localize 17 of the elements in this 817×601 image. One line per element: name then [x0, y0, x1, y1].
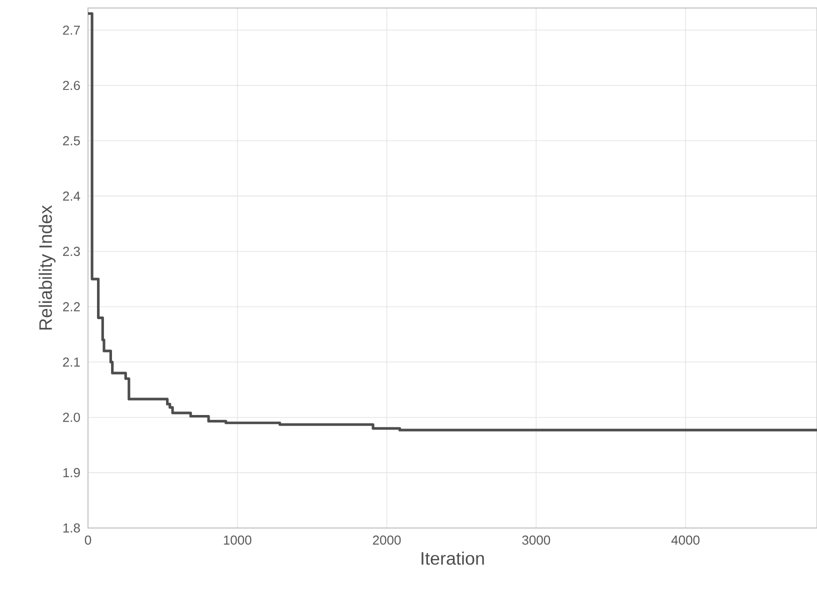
- x-tick-label: 3000: [522, 536, 550, 545]
- x-tick-label: 1000: [224, 536, 252, 545]
- y-axis-title: Reliability Index: [38, 205, 56, 330]
- y-tick-label: 2.0: [63, 412, 80, 422]
- y-tick-label: 2.7: [63, 26, 80, 35]
- y-tick-label: 2.5: [63, 136, 80, 146]
- x-tick-label: 2000: [372, 536, 401, 545]
- y-tick-label: 2.4: [63, 192, 80, 201]
- y-tick-label: 2.2: [63, 302, 80, 312]
- y-tick-label: 1.8: [63, 523, 80, 533]
- x-tick-label: 0: [84, 536, 92, 545]
- y-tick-label: 2.6: [63, 80, 80, 90]
- y-tick-label: 2.3: [63, 246, 80, 256]
- y-tick-label: 1.9: [63, 468, 80, 478]
- y-tick-label: 2.1: [63, 357, 80, 367]
- x-axis-title: Iteration: [422, 552, 484, 565]
- x-tick-label: 4000: [671, 536, 700, 545]
